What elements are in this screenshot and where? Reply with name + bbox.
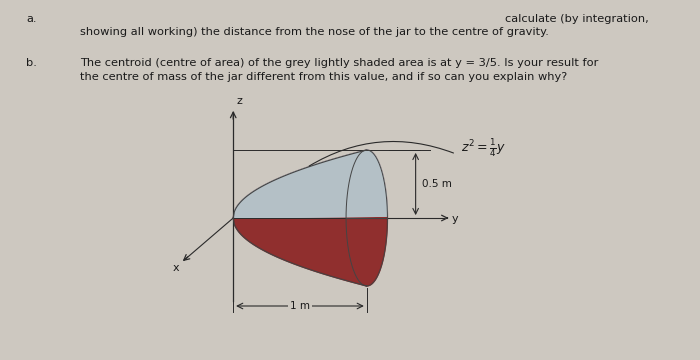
Text: b.: b.: [27, 58, 37, 68]
Text: calculate (by integration,: calculate (by integration,: [505, 14, 649, 24]
Polygon shape: [233, 150, 387, 286]
Text: showing all working) the distance from the nose of the jar to the centre of grav: showing all working) the distance from t…: [80, 27, 549, 37]
Text: the centre of mass of the jar different from this value, and if so can you expla: the centre of mass of the jar different …: [80, 72, 567, 82]
Text: x: x: [173, 263, 180, 273]
Polygon shape: [233, 150, 387, 218]
Text: 0.5 m: 0.5 m: [422, 179, 452, 189]
Text: The centroid (centre of area) of the grey lightly shaded area is at y = 3/5. Is : The centroid (centre of area) of the gre…: [80, 58, 598, 68]
Text: 1 m: 1 m: [290, 301, 310, 311]
Text: y: y: [452, 214, 458, 224]
Text: $z^2 = \frac{1}{4}y$: $z^2 = \frac{1}{4}y$: [461, 137, 506, 159]
FancyArrowPatch shape: [309, 141, 454, 166]
Text: z: z: [236, 96, 242, 106]
Polygon shape: [233, 150, 387, 218]
Text: a.: a.: [27, 14, 37, 24]
